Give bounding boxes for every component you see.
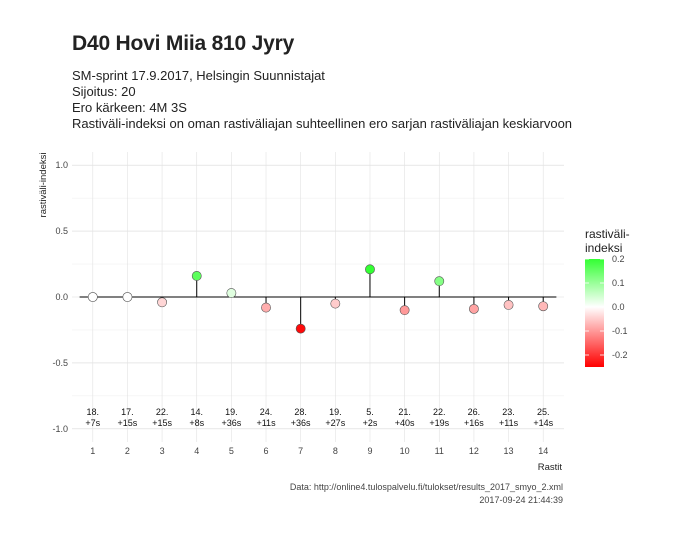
y-tick-label: 0.5 — [55, 226, 68, 236]
rank-label: 18. — [87, 407, 100, 417]
data-point — [330, 298, 341, 309]
x-tick-label: 10 — [400, 446, 410, 456]
points — [87, 264, 549, 334]
legend-tick-label: 0.1 — [612, 278, 625, 288]
legend-tick-label: 0.2 — [612, 254, 625, 264]
chart-title: D40 Hovi Miia 810 Jyry — [72, 32, 295, 55]
time-diff-label: +11s — [256, 418, 276, 428]
rank-label: 14. — [190, 407, 203, 417]
subtitle-line-2: Sijoitus: 20 — [72, 84, 136, 99]
time-diff-label: +14s — [533, 418, 553, 428]
legend-colorbar — [585, 259, 604, 367]
rank-label: 19. — [329, 407, 342, 417]
legend-title-line-2: indeksi — [585, 241, 622, 255]
data-point — [399, 305, 410, 316]
rank-label: 26. — [468, 407, 481, 417]
rank-label: 22. — [156, 407, 169, 417]
time-diff-label: +16s — [464, 418, 484, 428]
time-diff-label: +36s — [291, 418, 311, 428]
legend-tick-label: -0.1 — [612, 326, 628, 336]
data-point — [295, 323, 306, 334]
rank-label: 19. — [225, 407, 238, 417]
data-point — [191, 271, 202, 281]
x-tick-label: 5 — [229, 446, 234, 456]
data-point — [122, 292, 133, 302]
caption-timestamp: 2017-09-24 21:44:39 — [479, 495, 563, 505]
y-tick-label: -0.5 — [52, 358, 68, 368]
rank-label: 28. — [294, 407, 307, 417]
rank-label: 25. — [537, 407, 550, 417]
time-diff-label: +19s — [429, 418, 449, 428]
legend: rastiväli- indeksi 0.2 0.1 0.0 -0.1 -0.2 — [585, 227, 630, 367]
legend-tick-label: 0.0 — [612, 302, 625, 312]
legend-tick-label: -0.2 — [612, 350, 628, 360]
rank-label: 17. — [121, 407, 134, 417]
data-point — [469, 303, 479, 314]
rank-label: 24. — [260, 407, 273, 417]
stems — [79, 269, 557, 329]
x-tick-label: 2 — [125, 446, 130, 456]
data-point — [87, 292, 98, 302]
caption-source: Data: http://online4.tulospalvelu.fi/tul… — [289, 482, 563, 492]
x-axis-title: Rastit — [538, 462, 563, 473]
time-diff-label: +7s — [85, 418, 100, 428]
data-point — [538, 301, 549, 312]
time-diff-label: +27s — [325, 418, 345, 428]
subtitle-line-3: Ero kärkeen: 4M 3S — [72, 100, 187, 115]
x-tick-label: 13 — [504, 446, 514, 456]
y-tick-label: 1.0 — [55, 160, 68, 170]
time-diff-label: +2s — [363, 418, 378, 428]
legend-title-line-1: rastiväli- — [585, 227, 630, 241]
data-point — [365, 264, 375, 275]
x-tick-label: 3 — [160, 446, 165, 456]
annotations: 18.+7s17.+15s22.+15s14.+8s19.+36s24.+11s… — [85, 407, 553, 428]
x-tick-label: 11 — [435, 446, 444, 456]
time-diff-label: +8s — [189, 418, 204, 428]
y-tick-label: 0.0 — [55, 292, 68, 302]
x-tick-label: 12 — [469, 446, 479, 456]
data-point — [503, 300, 514, 310]
time-diff-label: +11s — [499, 418, 519, 428]
data-point — [226, 288, 237, 298]
y-tick-label: -1.0 — [52, 424, 68, 434]
rank-label: 21. — [398, 407, 411, 417]
x-tick-label: 1 — [90, 446, 95, 456]
time-diff-label: +15s — [152, 418, 172, 428]
subtitle-line-1: SM-sprint 17.9.2017, Helsingin Suunnista… — [72, 68, 325, 83]
subtitle-line-4: Rastiväli-indeksi on oman rastiväliajan … — [72, 116, 573, 131]
time-diff-label: +15s — [118, 418, 138, 428]
x-tick-label: 14 — [538, 446, 548, 456]
rank-label: 23. — [502, 407, 515, 417]
x-tick-label: 8 — [333, 446, 338, 456]
data-point — [434, 276, 445, 287]
time-diff-label: +40s — [395, 418, 415, 428]
x-tick-label: 6 — [264, 446, 269, 456]
x-tick-label: 7 — [298, 446, 303, 456]
rank-label: 22. — [433, 407, 446, 417]
data-point — [261, 302, 271, 313]
rank-label: 5. — [366, 407, 374, 417]
axes: rastiväli-indeksi Rastit -1.0 -0.5 0.0 0.5 1… — [38, 153, 562, 473]
time-diff-label: +36s — [221, 418, 241, 428]
x-tick-label: 9 — [367, 446, 372, 456]
y-axis-title: rastiväli-indeksi — [38, 153, 49, 218]
x-tick-label: 4 — [194, 446, 199, 456]
data-point — [157, 297, 167, 308]
